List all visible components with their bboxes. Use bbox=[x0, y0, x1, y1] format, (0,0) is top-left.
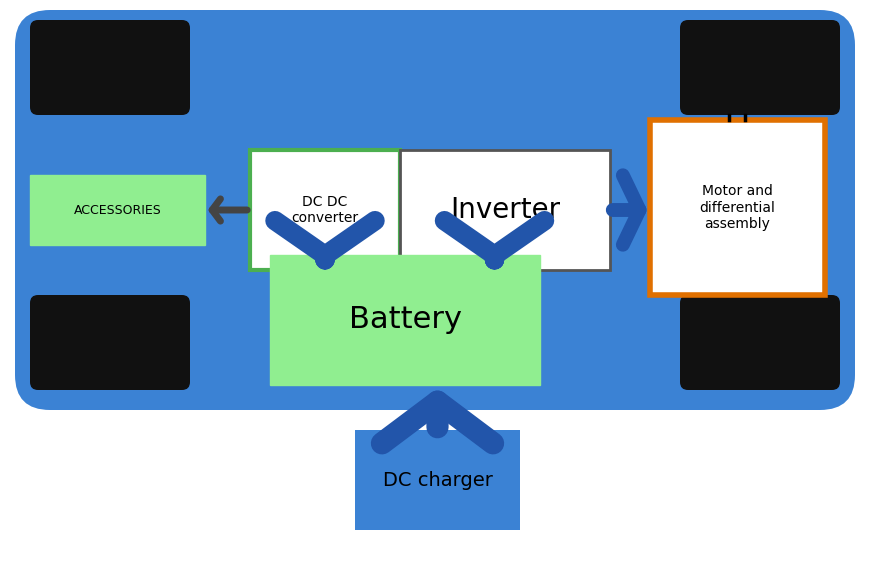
Bar bbox=[650, 120, 825, 295]
Bar bbox=[30, 175, 205, 245]
Bar bbox=[250, 150, 400, 270]
FancyBboxPatch shape bbox=[680, 20, 840, 115]
Text: ACCESSORIES: ACCESSORIES bbox=[74, 204, 161, 217]
Text: Motor and
differential
assembly: Motor and differential assembly bbox=[700, 185, 775, 231]
Bar bbox=[270, 255, 540, 385]
FancyBboxPatch shape bbox=[15, 10, 855, 410]
FancyBboxPatch shape bbox=[30, 20, 190, 115]
Bar bbox=[355, 430, 520, 530]
Text: Inverter: Inverter bbox=[450, 196, 560, 224]
Text: DC DC
converter: DC DC converter bbox=[291, 195, 358, 225]
Text: DC charger: DC charger bbox=[383, 471, 493, 490]
Bar bbox=[400, 150, 610, 270]
FancyBboxPatch shape bbox=[680, 295, 840, 390]
Text: Battery: Battery bbox=[348, 306, 461, 334]
FancyBboxPatch shape bbox=[30, 295, 190, 390]
